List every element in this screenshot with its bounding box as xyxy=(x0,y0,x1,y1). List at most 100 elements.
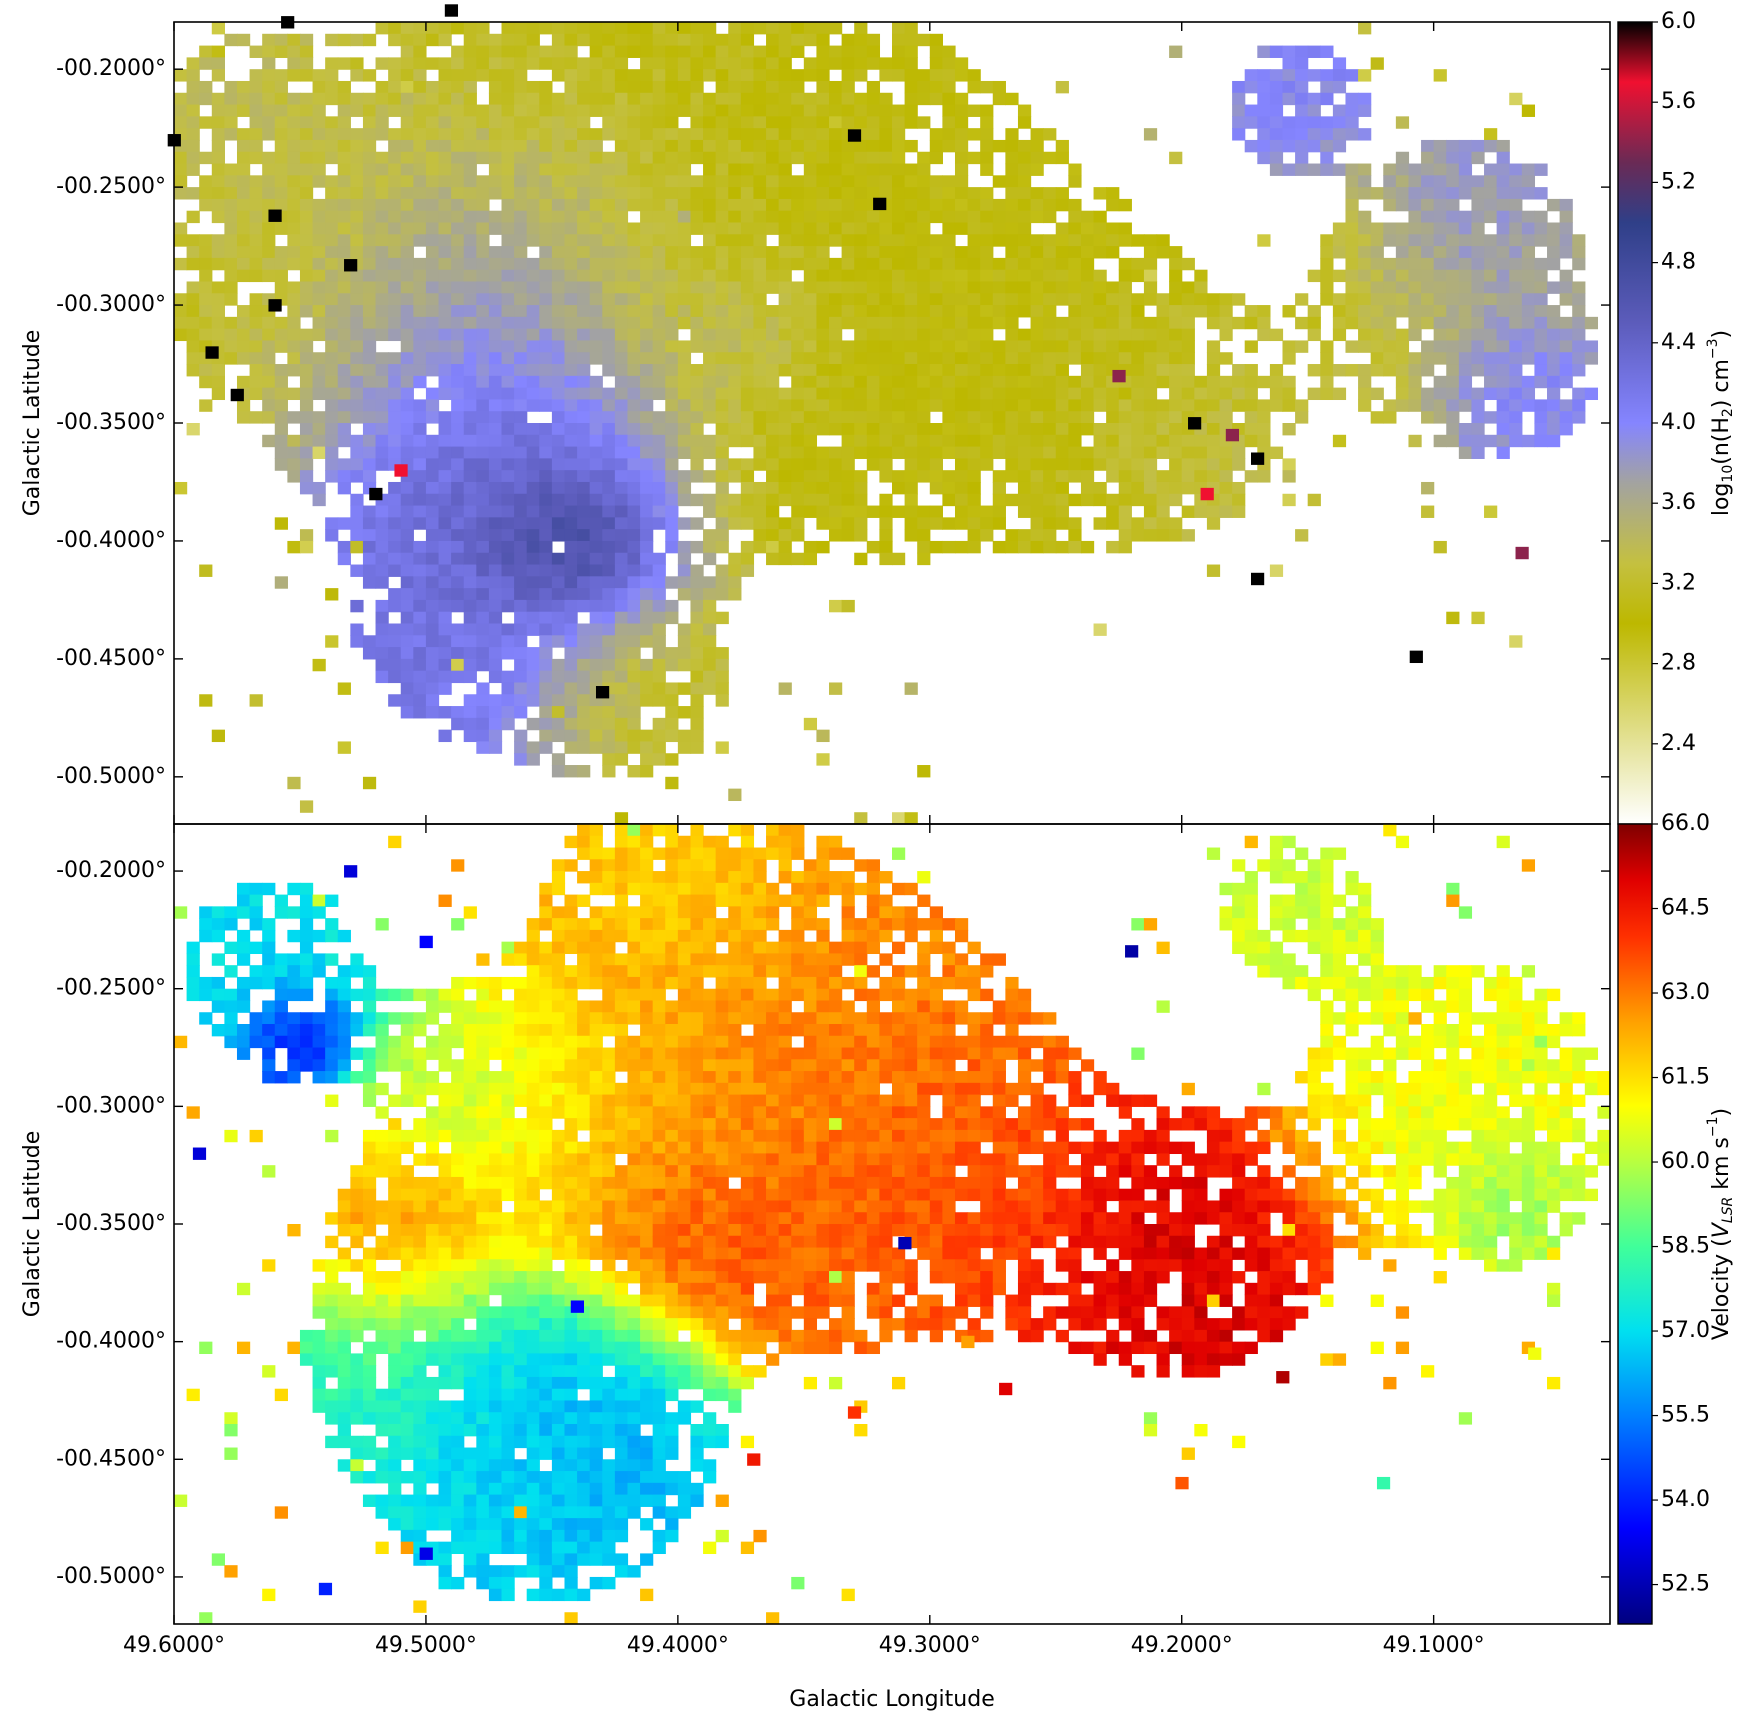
map-pixel xyxy=(463,128,477,141)
map-pixel xyxy=(539,399,553,412)
map-pixel xyxy=(1055,198,1069,212)
map-pixel xyxy=(463,340,477,353)
map-pixel xyxy=(1169,434,1183,448)
map-pixel xyxy=(514,1353,528,1366)
map-pixel xyxy=(614,198,629,212)
map-pixel xyxy=(526,599,540,613)
map-pixel xyxy=(312,269,326,283)
map-pixel xyxy=(1206,316,1221,330)
map-pixel xyxy=(362,198,377,212)
map-pixel xyxy=(299,918,314,931)
map-pixel xyxy=(627,517,641,530)
map-pixel xyxy=(451,658,465,672)
map-pixel xyxy=(312,1059,326,1072)
map-pixel xyxy=(791,246,805,259)
map-pixel xyxy=(299,434,314,448)
map-pixel xyxy=(413,1365,427,1378)
map-pixel xyxy=(866,375,881,389)
map-pixel xyxy=(1383,305,1397,318)
map-pixel xyxy=(929,269,943,283)
map-pixel xyxy=(753,269,767,283)
map-pixel xyxy=(325,222,339,235)
map-pixel xyxy=(451,1329,465,1343)
map-pixel xyxy=(854,293,868,306)
map-pixel xyxy=(1131,493,1145,507)
map-pixel xyxy=(451,576,465,589)
map-pixel xyxy=(1043,540,1057,554)
map-pixel xyxy=(463,1329,477,1343)
map-pixel xyxy=(476,151,490,165)
map-pixel xyxy=(1005,399,1019,412)
map-pixel xyxy=(1005,340,1019,353)
map-pixel xyxy=(816,175,830,188)
map-pixel xyxy=(199,293,213,306)
map-pixel xyxy=(526,269,540,283)
map-pixel xyxy=(362,434,377,448)
map-pixel xyxy=(1017,116,1032,129)
map-pixel xyxy=(312,1329,326,1343)
map-pixel xyxy=(602,493,616,507)
map-pixel xyxy=(1232,364,1246,377)
map-pixel xyxy=(627,399,641,412)
map-pixel xyxy=(879,104,893,117)
map-pixel xyxy=(677,234,692,247)
map-pixel xyxy=(539,517,553,530)
map-pixel xyxy=(325,198,339,212)
map-pixel xyxy=(954,517,969,530)
map-pixel xyxy=(1169,423,1183,436)
map-pixel xyxy=(413,1235,427,1249)
map-pixel xyxy=(514,364,528,377)
map-pixel xyxy=(992,316,1006,330)
map-pixel xyxy=(640,305,654,318)
map-pixel xyxy=(350,1212,364,1225)
map-pixel xyxy=(488,246,503,259)
map-pixel xyxy=(413,328,427,342)
map-pixel xyxy=(501,1259,515,1272)
map-pixel xyxy=(1358,69,1372,82)
map-pixel xyxy=(677,434,692,448)
map-pixel xyxy=(476,1118,490,1131)
map-pixel xyxy=(337,399,351,412)
map-pixel xyxy=(1232,316,1246,330)
map-pixel xyxy=(514,941,528,955)
map-pixel xyxy=(337,387,351,401)
map-pixel xyxy=(526,694,540,707)
map-pixel xyxy=(1080,293,1095,306)
map-pixel xyxy=(602,22,616,35)
map-pixel xyxy=(476,647,490,660)
map-pixel xyxy=(564,328,578,342)
map-pixel xyxy=(438,1153,452,1166)
map-pixel xyxy=(753,45,767,58)
map-pixel xyxy=(514,163,528,176)
map-pixel xyxy=(1068,328,1082,342)
map-pixel xyxy=(665,694,679,707)
map-pixel xyxy=(388,375,402,389)
map-pixel xyxy=(1017,269,1032,283)
map-pixel xyxy=(400,988,414,1002)
map-pixel xyxy=(451,1506,465,1519)
map-pixel xyxy=(476,1224,490,1237)
map-pixel xyxy=(325,1365,339,1378)
map-pixel xyxy=(640,694,654,707)
map-pixel xyxy=(262,187,276,200)
map-pixel xyxy=(236,411,251,424)
map-pixel xyxy=(665,352,679,365)
map-pixel xyxy=(400,446,414,459)
map-pixel xyxy=(526,187,540,200)
map-pixel xyxy=(1106,305,1120,318)
map-pixel xyxy=(564,517,578,530)
map-pixel xyxy=(501,139,515,153)
map-pixel xyxy=(1143,234,1158,247)
map-pixel xyxy=(451,706,465,719)
map-pixel xyxy=(854,163,868,176)
map-pixel xyxy=(1244,375,1258,389)
map-pixel xyxy=(967,234,981,247)
map-pixel xyxy=(451,918,465,931)
map-pixel xyxy=(375,222,389,235)
map-pixel xyxy=(1043,269,1057,283)
map-pixel xyxy=(1043,257,1057,271)
map-pixel xyxy=(665,434,679,448)
map-pixel xyxy=(362,1224,377,1237)
map-pixel xyxy=(1118,517,1132,530)
map-pixel xyxy=(463,1165,477,1178)
